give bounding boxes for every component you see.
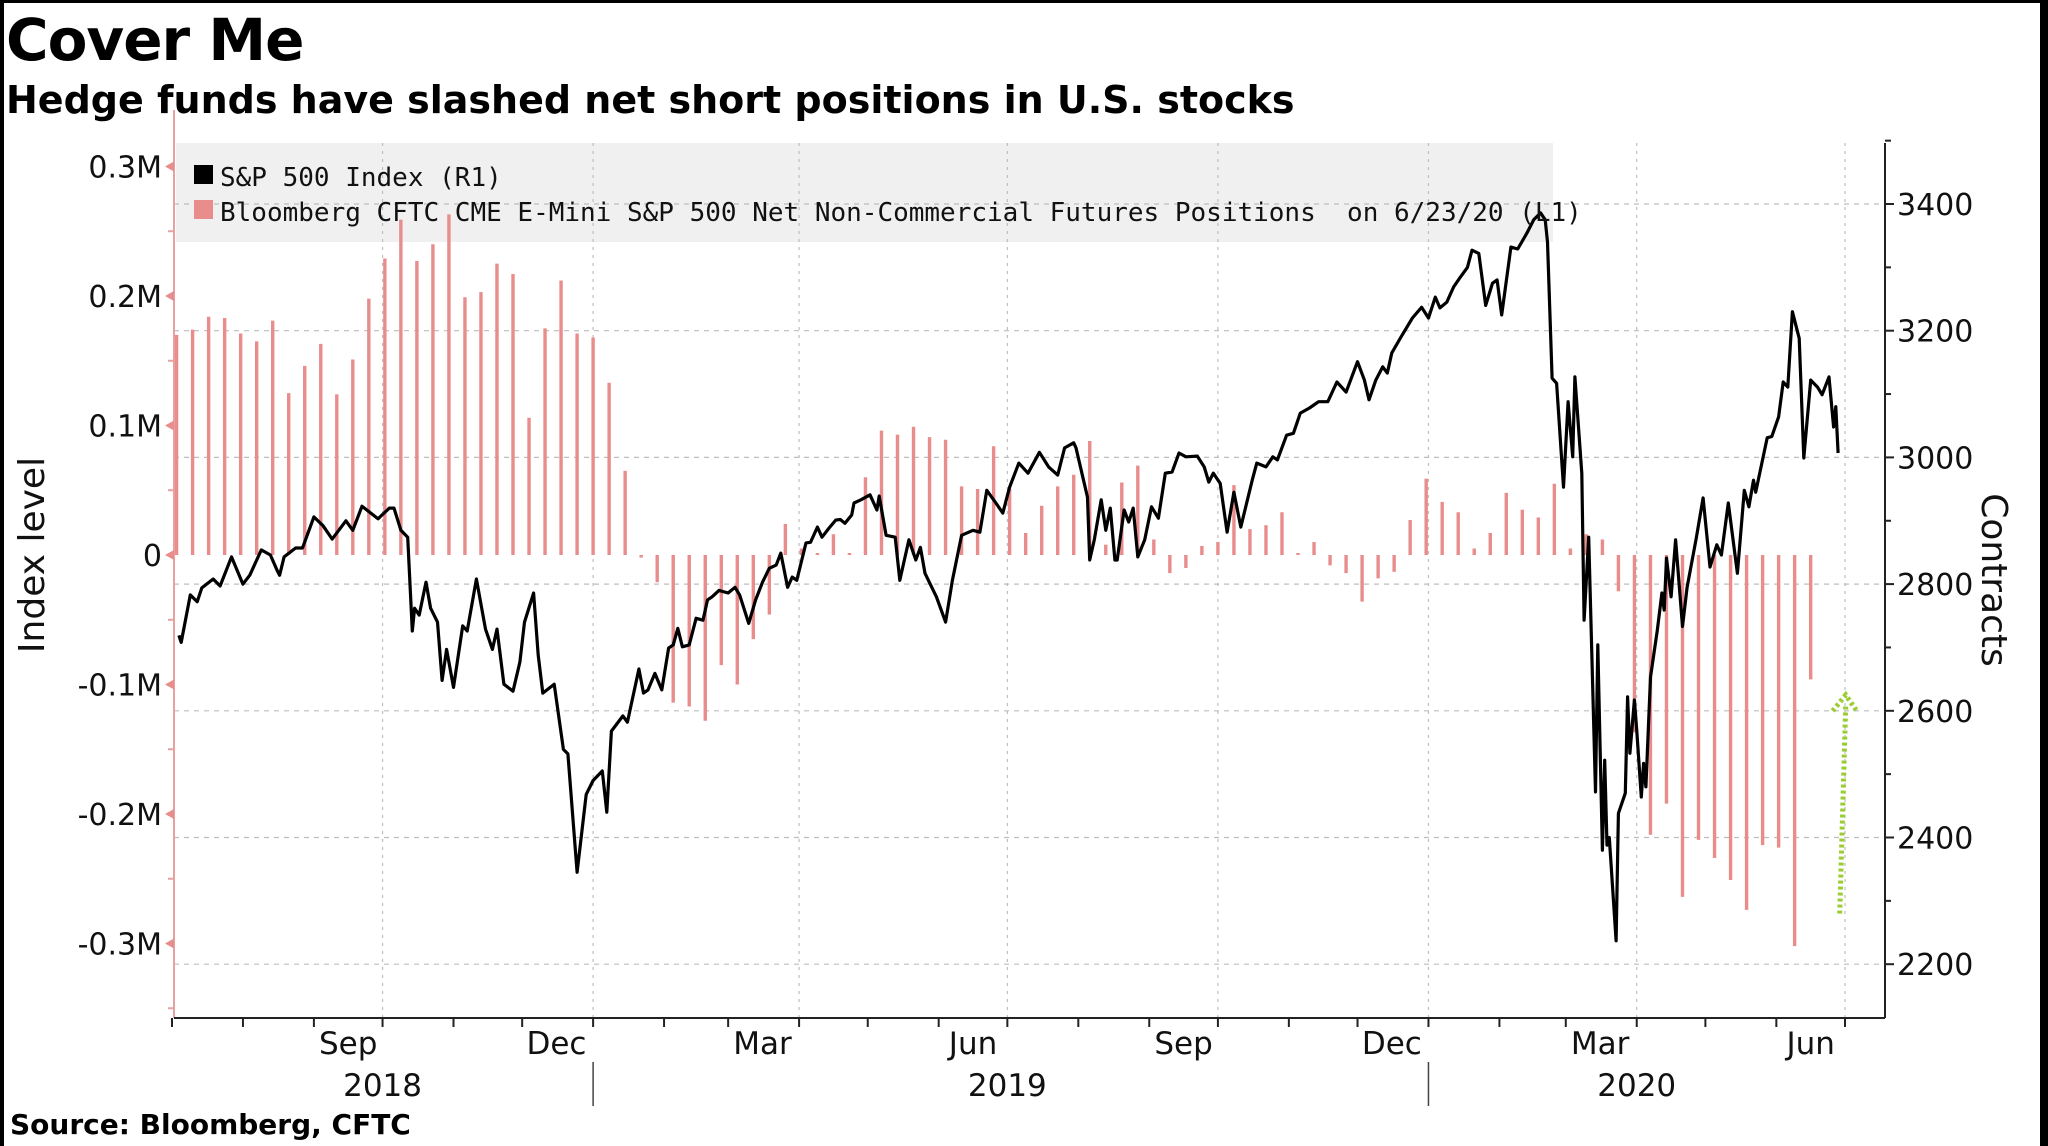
x-month-label: Sep bbox=[319, 1026, 377, 1062]
annotation bbox=[1830, 690, 1859, 914]
legend-box bbox=[176, 143, 1553, 242]
x-year-label: 2018 bbox=[343, 1068, 422, 1104]
left-tick-label: 0 bbox=[143, 539, 162, 574]
left-axis-title: Index level bbox=[12, 457, 53, 653]
sp500-line bbox=[177, 211, 1840, 943]
legend-swatch-sp500 bbox=[194, 165, 213, 184]
x-month-label: Sep bbox=[1154, 1026, 1212, 1062]
right-tick-label: 3000 bbox=[1897, 441, 1973, 476]
right-tick-label: 2800 bbox=[1897, 568, 1973, 603]
chart-title: Cover Me bbox=[6, 6, 304, 74]
x-year-label: 2020 bbox=[1597, 1068, 1676, 1104]
right-tick-label: 2400 bbox=[1897, 822, 1973, 857]
x-year-label: 2019 bbox=[968, 1068, 1047, 1104]
left-tick-marker bbox=[165, 679, 174, 690]
gridlines bbox=[174, 143, 1885, 1018]
left-tick-marker bbox=[165, 550, 174, 560]
line-series bbox=[177, 211, 1840, 943]
legend-swatch-cftc bbox=[194, 200, 213, 219]
x-month-label: Dec bbox=[526, 1026, 586, 1062]
left-tick-marker bbox=[165, 161, 174, 172]
left-tick-label: 0.3M bbox=[88, 151, 162, 186]
chart-subtitle: Hedge funds have slashed net short posit… bbox=[6, 78, 1295, 122]
right-tick-label: 3400 bbox=[1897, 188, 1973, 223]
x-month-label: Mar bbox=[1571, 1026, 1630, 1062]
axes: 0.3M 0.2M 0.1M 0 -0.1M -0.2M -0.3M 3400 3200 3000… bbox=[78, 110, 1973, 1106]
left-tick-marker bbox=[165, 291, 174, 301]
right-tick-label: 2600 bbox=[1897, 695, 1973, 730]
right-tick-label: 3200 bbox=[1897, 315, 1973, 350]
legend: S&P 500 Index (R1) Bloomberg CFTC CME E-… bbox=[194, 163, 1582, 228]
annotation-arrow-shaft bbox=[1837, 704, 1849, 914]
left-tick-label: -0.2M bbox=[78, 798, 162, 833]
legend-label-sp500: S&P 500 Index (R1) bbox=[220, 163, 502, 193]
x-month-label: Jun bbox=[947, 1026, 997, 1062]
bar-series bbox=[174, 214, 1813, 947]
left-tick-label: -0.3M bbox=[78, 928, 162, 963]
legend-label-cftc: Bloomberg CFTC CME E-Mini S&P 500 Net No… bbox=[220, 198, 1582, 228]
left-tick-marker bbox=[165, 938, 174, 949]
left-tick-label: -0.1M bbox=[78, 669, 162, 704]
x-month-label: Mar bbox=[733, 1026, 792, 1062]
right-tick-label: 2200 bbox=[1897, 948, 1973, 983]
x-month-label: Jun bbox=[1784, 1026, 1834, 1062]
annotation-arrow-head bbox=[1830, 690, 1859, 713]
left-tick-marker bbox=[165, 420, 174, 431]
source-note: Source: Bloomberg, CFTC bbox=[10, 1108, 411, 1141]
left-tick-label: 0.1M bbox=[88, 410, 162, 445]
left-tick-marker bbox=[165, 809, 174, 819]
left-tick-label: 0.2M bbox=[88, 280, 162, 315]
x-month-label: Dec bbox=[1362, 1026, 1422, 1062]
right-axis-title: Contracts bbox=[1973, 493, 2014, 667]
